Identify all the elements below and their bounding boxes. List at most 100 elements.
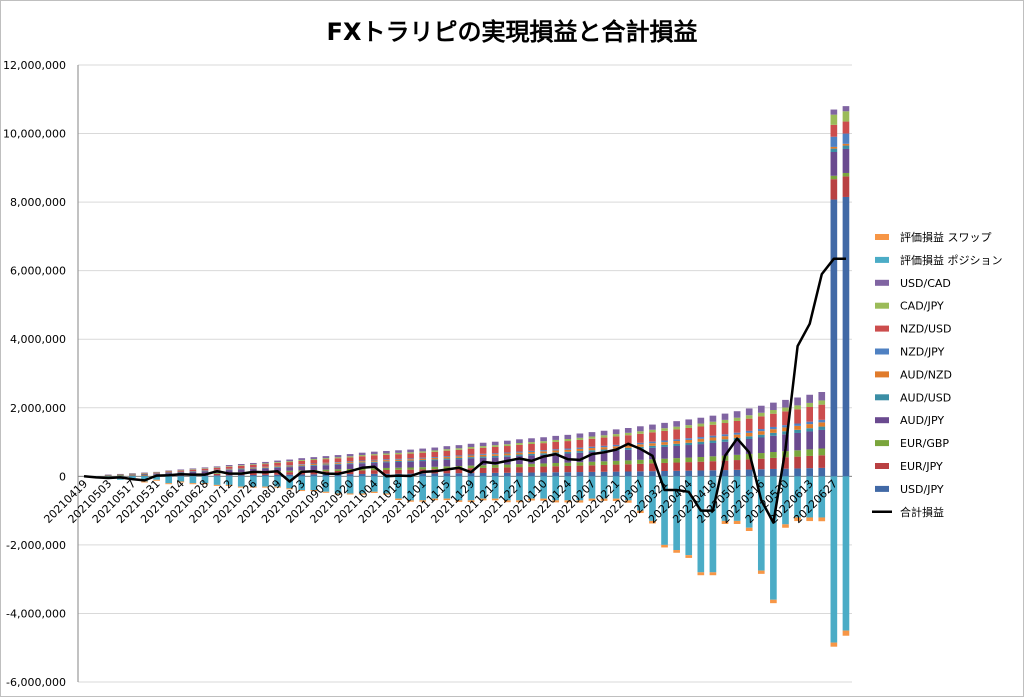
bar-segment-nzd-jpy	[491, 453, 499, 455]
bar-segment-nzd-usd	[733, 420, 741, 433]
chart-title: FXトラリピの実現損益と合計損益	[326, 18, 698, 46]
bar-segment-cad-jpy	[770, 410, 777, 414]
legend-swatch	[875, 234, 889, 240]
bar-segment-aud-nzd	[830, 146, 838, 149]
y-tick-label: 12,000,000	[3, 59, 66, 72]
bar-segment-usd-cad	[129, 473, 136, 474]
bar-segment-usd-jpy	[467, 473, 475, 477]
bar-segment-nzd-usd	[685, 427, 693, 439]
bar-segment-usd-jpy	[600, 471, 608, 477]
bar-segment-aud-usd	[431, 459, 439, 461]
bar-segment-usd-cad	[782, 399, 789, 408]
bar-segment-swap-unrealized	[419, 500, 426, 502]
bar-segment-usd-jpy	[455, 473, 463, 477]
bar-segment-aud-jpy	[673, 445, 680, 459]
bar-segment-eur-gbp	[383, 467, 390, 470]
bar-segment-swap-unrealized	[528, 498, 535, 501]
bar-segment-cad-jpy	[794, 405, 801, 410]
bar-segment-position-unrealized	[842, 476, 850, 631]
bar-segment-usd-cad	[528, 438, 535, 443]
bar-segment-usd-jpy	[830, 199, 838, 477]
bar-segment-usd-cad	[274, 460, 281, 463]
bar-segment-usd-jpy	[624, 471, 632, 477]
bar-segment-nzd-jpy	[540, 450, 547, 452]
bar-segment-nzd-jpy	[165, 472, 173, 473]
bar-segment-usd-jpy	[818, 467, 826, 477]
bar-segment-cad-jpy	[600, 435, 608, 438]
bar-segment-eur-jpy	[383, 469, 390, 474]
bar-segment-aud-jpy	[201, 471, 209, 474]
bar-segment-aud-nzd	[733, 434, 741, 438]
bar-segment-usd-jpy	[431, 473, 439, 477]
bar-segment-swap-unrealized	[201, 483, 209, 485]
bar-segment-aud-nzd	[286, 465, 293, 467]
bar-segment-cad-jpy	[334, 457, 342, 459]
bar-segment-cad-jpy	[576, 437, 584, 440]
bar-segment-nzd-jpy	[564, 448, 572, 450]
bar-segment-nzd-jpy	[576, 447, 584, 449]
bar-segment-aud-nzd	[491, 454, 499, 456]
bar-segment-aud-jpy	[733, 440, 741, 455]
bar-segment-usd-cad	[189, 468, 197, 470]
bar-segment-usd-cad	[612, 429, 620, 435]
bar-segment-aud-nzd	[274, 466, 281, 468]
bar-segment-aud-nzd	[346, 462, 354, 464]
bar-segment-eur-gbp	[443, 466, 451, 469]
y-tick-label: -4,000,000	[6, 607, 66, 620]
bar-segment-usd-jpy	[358, 473, 366, 477]
bar-segment-cad-jpy	[540, 441, 547, 444]
bar-segment-usd-jpy	[552, 472, 560, 477]
bar-segment-nzd-jpy	[806, 421, 813, 425]
bar-segment-aud-usd	[443, 458, 451, 460]
bar-segment-nzd-usd	[165, 471, 173, 473]
bar-segment-nzd-usd	[540, 443, 547, 451]
bar-segment-usd-cad	[770, 402, 777, 411]
y-tick-label: 8,000,000	[10, 196, 66, 209]
bar-segment-nzd-jpy	[104, 475, 112, 476]
bar-segment-usd-cad	[455, 445, 463, 449]
bar-segment-cad-jpy	[189, 469, 197, 470]
bar-segment-nzd-jpy	[395, 458, 402, 460]
bar-segment-eur-jpy	[504, 467, 511, 473]
bar-segment-swap-unrealized	[467, 500, 475, 503]
bar-segment-aud-nzd	[782, 427, 789, 432]
bar-segment-nzd-usd	[624, 435, 632, 444]
legend-label: CAD/JPY	[900, 300, 944, 313]
bar-segment-usd-cad	[552, 435, 560, 440]
bar-segment-nzd-jpy	[842, 133, 850, 144]
bar-segment-eur-jpy	[455, 468, 463, 474]
bar-segment-aud-nzd	[237, 468, 245, 470]
bar-segment-nzd-jpy	[419, 457, 426, 459]
bar-segment-usd-jpy	[491, 472, 499, 477]
bar-segment-position-unrealized	[733, 476, 741, 521]
bar-segment-usd-cad	[818, 392, 826, 401]
bar-segment-swap-unrealized	[141, 481, 148, 483]
bar-segment-eur-jpy	[286, 472, 293, 475]
bar-segment-aud-nzd	[661, 442, 668, 445]
bar-segment-nzd-jpy	[189, 471, 197, 472]
bar-segment-aud-nzd	[455, 456, 463, 458]
bar-segment-eur-jpy	[310, 471, 318, 475]
bar-segment-usd-cad	[600, 430, 608, 436]
bar-segment-nzd-usd	[298, 460, 306, 465]
bar-segment-swap-unrealized	[383, 493, 390, 495]
bar-segment-aud-nzd	[395, 459, 402, 461]
bar-segment-aud-jpy	[600, 451, 608, 462]
bar-segment-aud-nzd	[504, 453, 511, 456]
bar-segment-usd-cad	[177, 469, 185, 471]
bar-segment-nzd-usd	[842, 121, 850, 134]
bar-segment-usd-jpy	[310, 474, 318, 477]
bar-segment-usd-cad	[733, 411, 741, 418]
bar-segment-usd-jpy	[661, 470, 668, 477]
bar-segment-cad-jpy	[516, 443, 523, 445]
bar-segment-position-unrealized	[528, 476, 535, 499]
bar-segment-aud-jpy	[842, 148, 850, 173]
bar-segment-swap-unrealized	[770, 599, 777, 604]
bar-segment-position-unrealized	[697, 476, 705, 573]
bar-segment-nzd-jpy	[346, 461, 354, 463]
bar-segment-usd-jpy	[770, 468, 777, 477]
bar-segment-position-unrealized	[830, 476, 838, 643]
bar-segment-aud-jpy	[649, 447, 656, 460]
bar-segment-swap-unrealized	[443, 498, 451, 501]
bar-segment-nzd-jpy	[637, 442, 644, 445]
